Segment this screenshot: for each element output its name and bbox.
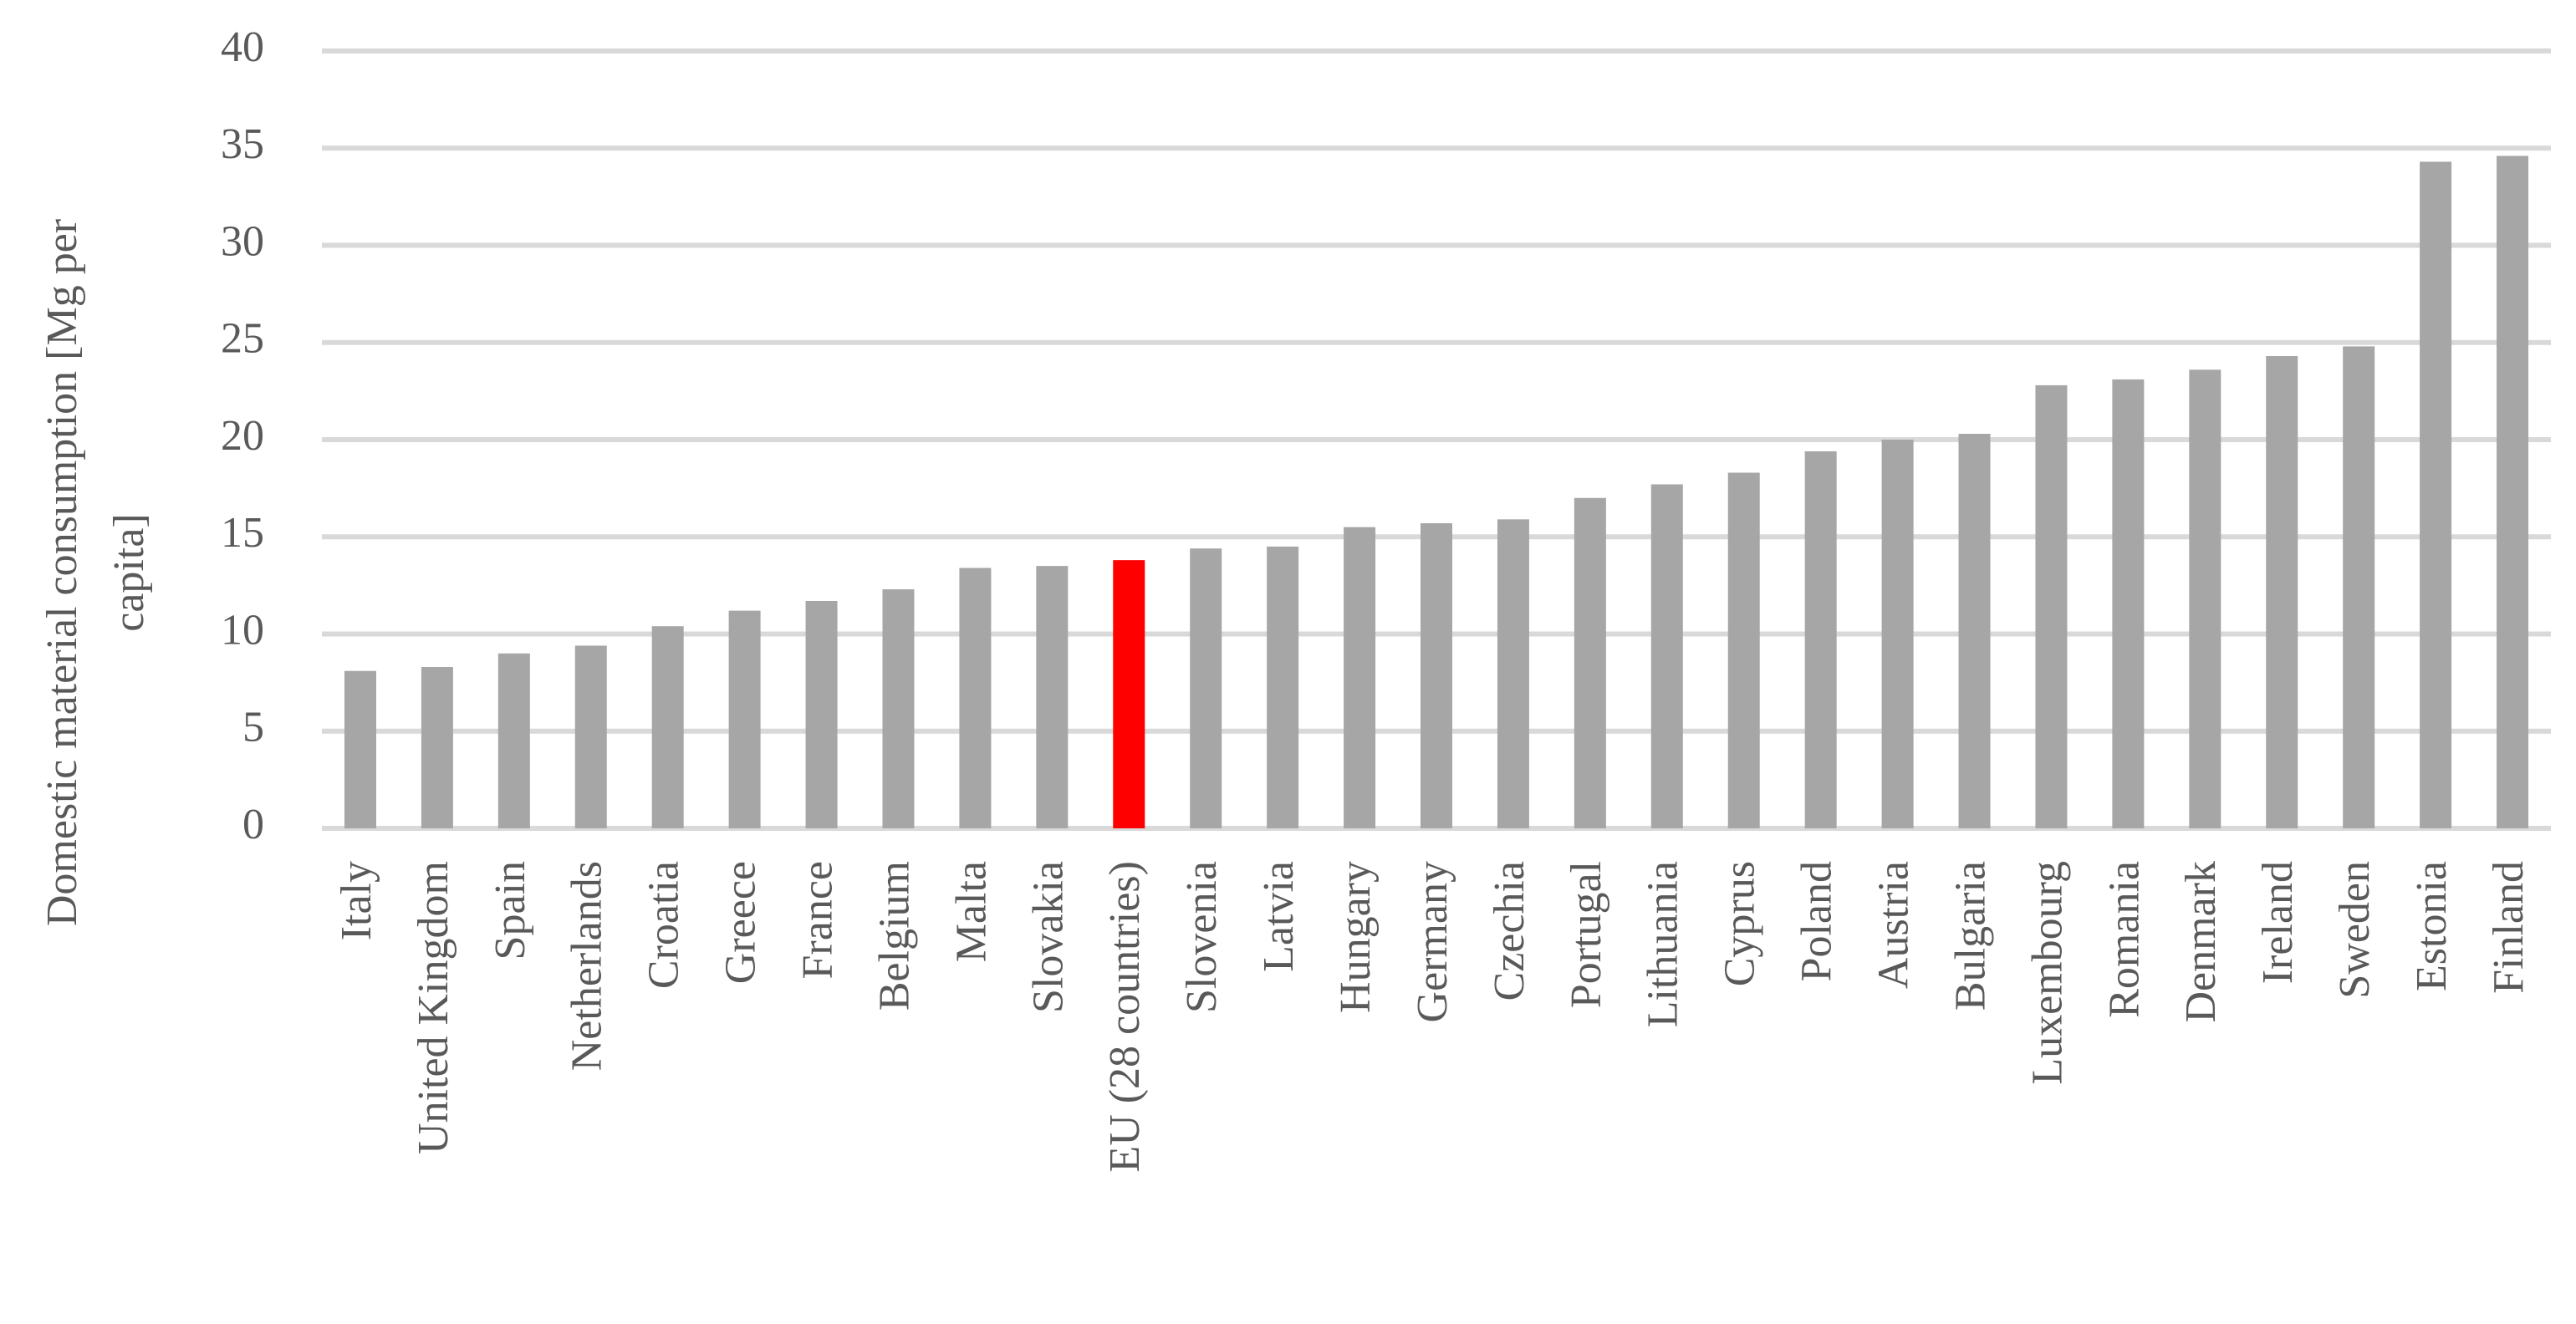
bar xyxy=(2035,384,2068,828)
bar xyxy=(2266,356,2298,828)
bar xyxy=(2343,346,2375,828)
x-tick-label: Sweden xyxy=(2331,861,2379,999)
bar xyxy=(1727,472,1760,828)
bar xyxy=(2189,369,2221,828)
x-tick-label: Bulgaria xyxy=(1946,861,1994,1011)
y-tick-label: 20 xyxy=(221,412,264,460)
bar xyxy=(1881,440,1914,828)
x-tick-label: Ireland xyxy=(2254,861,2302,984)
y-tick-label: 30 xyxy=(221,217,264,265)
x-tick-label: Belgium xyxy=(870,861,918,1011)
x-tick-label: Denmark xyxy=(2177,861,2225,1022)
x-tick-label: Romania xyxy=(2100,861,2148,1018)
bar xyxy=(728,610,761,828)
x-tick-label: Luxembourg xyxy=(2023,861,2071,1085)
bar xyxy=(497,653,530,828)
x-tick-label: Lithuania xyxy=(1640,861,1687,1027)
x-tick-label: Estonia xyxy=(2408,861,2456,991)
x-tick-label: Spain xyxy=(487,861,534,960)
x-tick-label: Slovakia xyxy=(1024,861,1072,1013)
x-tick-label: Malta xyxy=(947,861,995,962)
y-axis-title-box: Domestic material consumption [Mg per ca… xyxy=(38,218,153,927)
y-tick-label: 40 xyxy=(221,23,264,71)
x-tick-label: Hungary xyxy=(1332,861,1380,1013)
x-tick-label: Netherlands xyxy=(564,861,611,1071)
bar xyxy=(651,626,684,828)
y-tick-label: 35 xyxy=(221,120,264,168)
bar xyxy=(1036,566,1069,828)
bar xyxy=(882,589,915,828)
bar xyxy=(1344,527,1376,828)
x-tick-label: United Kingdom xyxy=(410,861,457,1154)
y-axis-title: Domestic material consumption [Mg per ca… xyxy=(38,218,153,927)
bar xyxy=(959,568,992,828)
x-tick-label: Germany xyxy=(1409,861,1456,1022)
x-tick-label: Austria xyxy=(1870,861,1918,989)
bar xyxy=(1804,451,1837,828)
x-tick-label: Cyprus xyxy=(1716,861,1764,986)
x-tick-label: Croatia xyxy=(640,861,688,989)
x-tick-label: Czechia xyxy=(1486,861,1533,1001)
bar xyxy=(344,670,376,828)
bar xyxy=(1497,519,1529,828)
bar xyxy=(2112,379,2145,828)
bar xyxy=(1113,560,1145,828)
bar xyxy=(1650,484,1683,828)
x-tick-label: EU (28 countries) xyxy=(1101,861,1149,1173)
bar xyxy=(805,600,838,828)
x-tick-label: Portugal xyxy=(1563,861,1610,1008)
bar xyxy=(1267,546,1299,828)
x-tick-label: Italy xyxy=(333,861,380,940)
x-tick-label: Finland xyxy=(2485,861,2533,994)
x-tick-label: Greece xyxy=(717,861,765,984)
bar xyxy=(1574,497,1606,828)
y-tick-label: 25 xyxy=(221,315,264,363)
x-tick-label: France xyxy=(793,861,841,979)
y-tick-label: 15 xyxy=(221,509,264,557)
x-tick-label: Poland xyxy=(1793,861,1841,981)
bar xyxy=(2497,155,2529,829)
bar xyxy=(574,645,607,828)
x-tick-label: Slovenia xyxy=(1178,861,1226,1013)
y-tick-label: 0 xyxy=(242,801,264,848)
y-tick-label: 5 xyxy=(242,704,264,751)
bar xyxy=(2420,161,2452,828)
bar xyxy=(1190,548,1222,828)
bar xyxy=(1958,434,1991,828)
bar xyxy=(421,667,453,828)
y-tick-label: 10 xyxy=(221,606,264,654)
x-tick-label: Latvia xyxy=(1255,861,1303,972)
bar xyxy=(1421,522,1452,828)
